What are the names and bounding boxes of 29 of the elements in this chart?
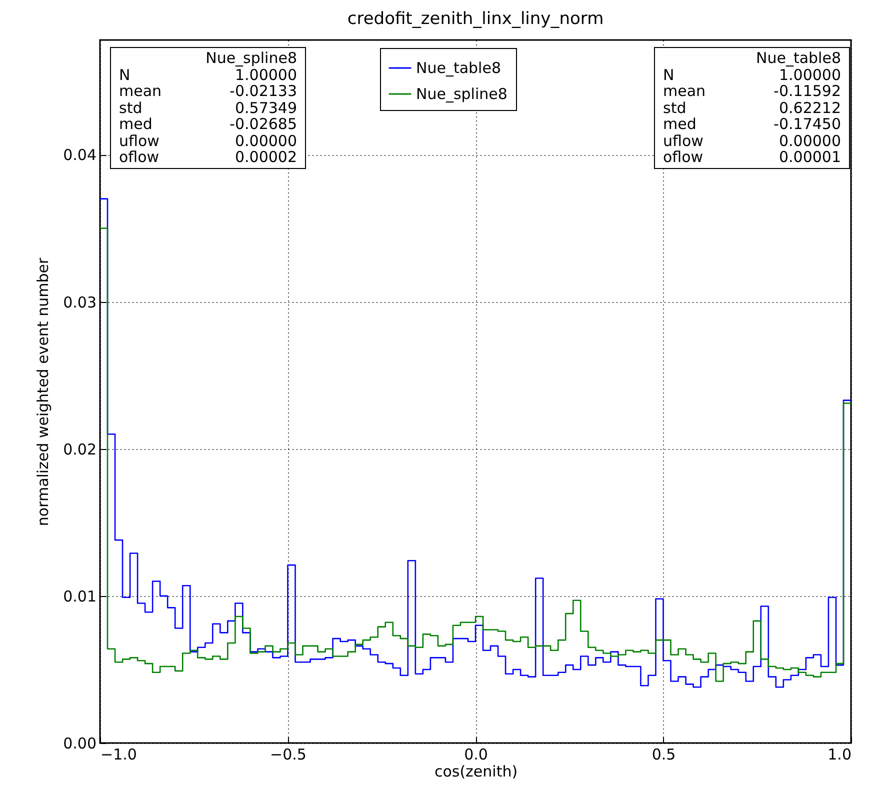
annotation: Nue_spline8 xyxy=(204,49,297,67)
text: oflow 0.00002 xyxy=(119,148,297,166)
text: uflow 0.00000 xyxy=(119,132,297,150)
x-tick-label: −0.5 xyxy=(270,746,306,764)
annotation: Nue_table8 xyxy=(755,49,841,67)
x-axis-title: cos(zenith) xyxy=(434,762,518,780)
chart-title: credofit_zenith_linx_liny_norm xyxy=(347,9,604,29)
y-tick-label: 0.02 xyxy=(63,440,96,458)
x-tick-label: −1.0 xyxy=(100,746,137,764)
text: med -0.17450 xyxy=(663,115,841,133)
y-tick-label: 0.03 xyxy=(63,293,96,312)
text: N 1.00000 xyxy=(663,66,841,84)
text: oflow 0.00001 xyxy=(663,148,841,166)
text: uflow 0.00000 xyxy=(663,132,841,150)
text: mean -0.02133 xyxy=(119,82,297,100)
y-tick-label: 0.04 xyxy=(63,146,96,164)
text: mean -0.11592 xyxy=(663,82,841,100)
x-tick-label: 1.0 xyxy=(828,746,852,764)
text: std 0.62212 xyxy=(663,98,841,116)
y-tick-label: 0.00 xyxy=(63,734,96,752)
legend-label: Nue_spline8 xyxy=(416,85,508,103)
text: N 1.00000 xyxy=(119,66,297,84)
text: med -0.02685 xyxy=(119,115,297,133)
x-tick-label: 0.0 xyxy=(464,746,488,764)
y-axis-title: normalized weighted event number xyxy=(34,257,52,526)
x-tick-label: 0.5 xyxy=(652,746,676,764)
legend-label: Nue_table8 xyxy=(416,59,501,77)
y-tick-label: 0.01 xyxy=(63,587,96,606)
text: std 0.57349 xyxy=(119,98,297,116)
